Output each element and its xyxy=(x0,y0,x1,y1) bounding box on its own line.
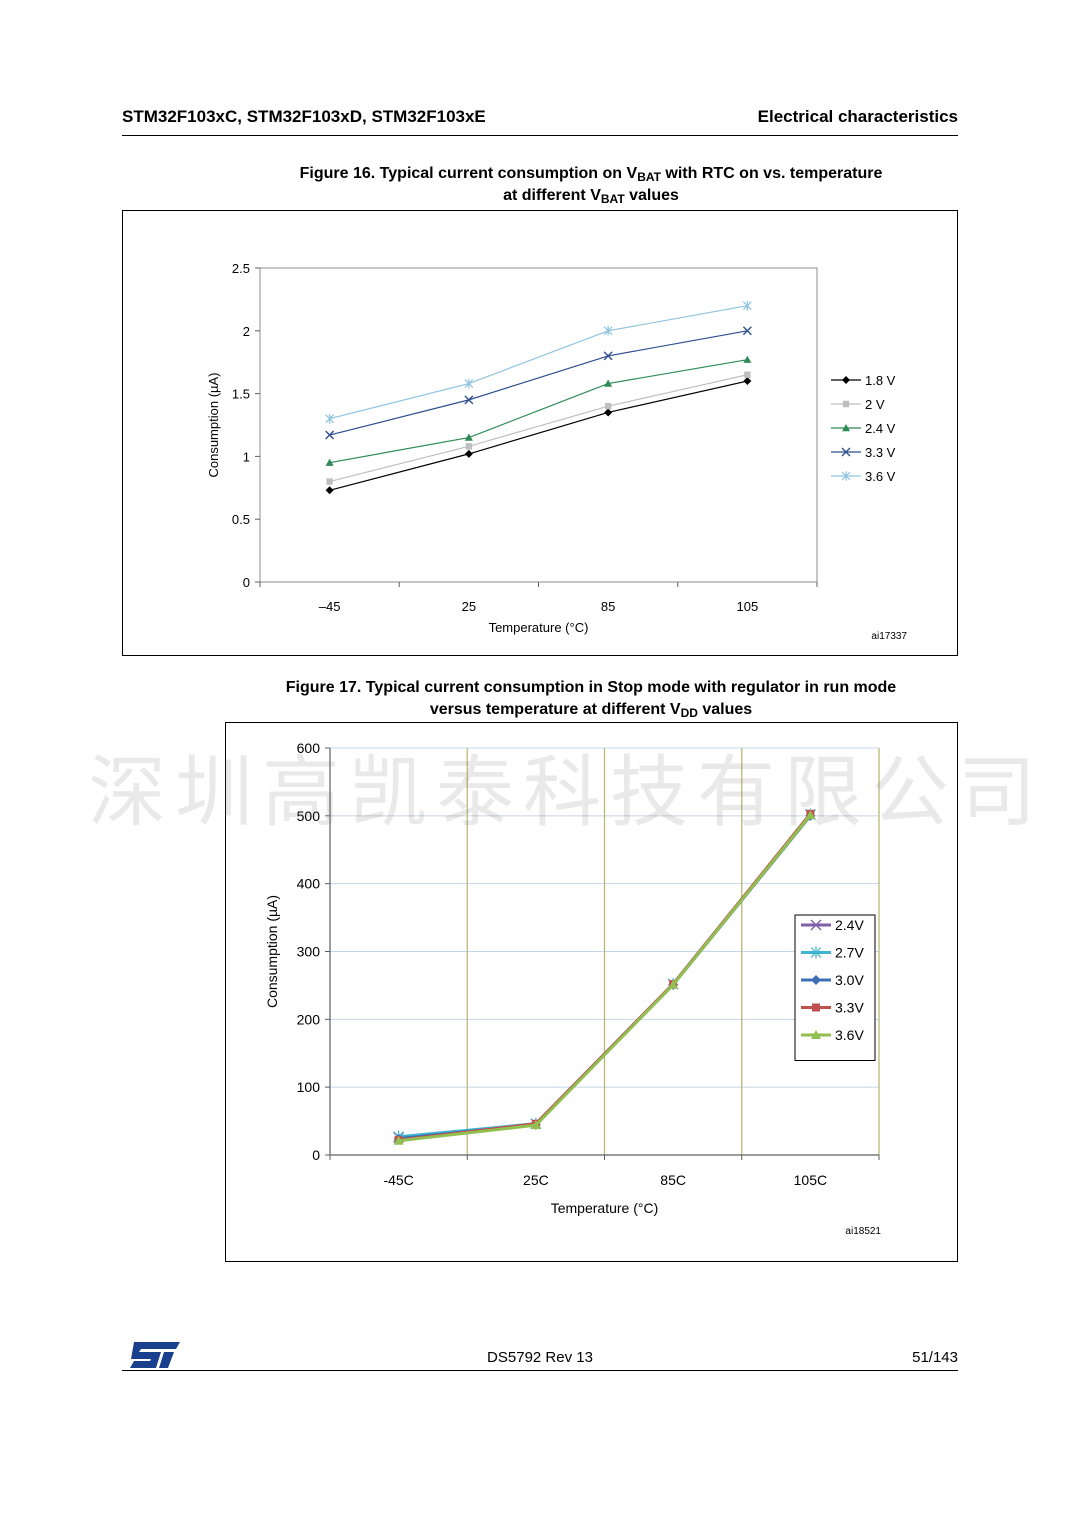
figure-17-title: Figure 17. Typical current consumption i… xyxy=(285,679,897,720)
legend-label: 3.3V xyxy=(835,1000,864,1016)
x-tick-label: 25C xyxy=(523,1172,549,1188)
legend-swatch-marker xyxy=(810,919,822,931)
figure-17-chart: 0 100 200 300 400 500 600 -45C 25C 85C 105C Tempera… xyxy=(264,740,881,1237)
legend-swatch-marker xyxy=(841,447,851,457)
data-point xyxy=(325,458,334,466)
y-axis-title: Consumption (µA) xyxy=(206,372,221,477)
legend-label: 3.0V xyxy=(835,972,864,988)
header-rule xyxy=(122,135,958,136)
legend-label: 1.8 V xyxy=(865,373,896,388)
data-point xyxy=(325,430,335,440)
data-point xyxy=(742,326,752,336)
legend-label: 3.3 V xyxy=(865,445,896,460)
data-point xyxy=(743,377,752,386)
y-tick-label: 500 xyxy=(297,808,321,824)
y-tick-label: 100 xyxy=(297,1079,321,1095)
data-point xyxy=(668,979,679,989)
legend-swatch-marker xyxy=(810,946,822,959)
x-tick-label: 85 xyxy=(601,599,615,614)
data-point xyxy=(325,486,334,495)
legend-swatch-marker xyxy=(811,975,821,985)
x-tick-label: 85C xyxy=(660,1172,686,1188)
series-2-4-V xyxy=(325,355,752,466)
figure-16-chart: 0 0.5 1 1.5 2 2.5 –45 25 85 105 Temperature (°C) Co… xyxy=(206,261,907,642)
legend-label: 2 V xyxy=(865,397,885,412)
footer-doc-id: DS5792 Rev 13 xyxy=(487,1349,593,1366)
y-tick-label: 0 xyxy=(312,1147,320,1163)
legend: 1.8 V 2 V 2.4 V 3.3 V 3.6 V xyxy=(831,373,896,484)
data-point xyxy=(603,351,613,361)
legend-swatch-marker xyxy=(811,1030,821,1039)
data-point xyxy=(744,371,751,378)
figure-17-frame: 0 100 200 300 400 500 600 -45C 25C 85C 105C Tempera… xyxy=(225,722,958,1262)
data-point xyxy=(742,300,752,311)
data-point xyxy=(743,355,752,363)
series-2-V xyxy=(326,371,751,485)
y-tick-label: 1 xyxy=(243,449,250,464)
legend: 2.4V 2.7V 3.0V 3.3V 3.6V xyxy=(794,914,876,1061)
data-point xyxy=(464,378,474,389)
series-line xyxy=(329,305,748,420)
x-tick-label: -45C xyxy=(383,1172,413,1188)
series-line xyxy=(329,359,748,464)
y-tick-label: 2.5 xyxy=(232,261,250,276)
legend-swatch-marker xyxy=(842,376,850,384)
legend-swatch-marker xyxy=(841,471,851,481)
x-tick-label: 25 xyxy=(462,599,476,614)
figure-16-frame: 0 0.5 1 1.5 2 2.5 –45 25 85 105 Temperature (°C) Co… xyxy=(122,210,958,656)
header-section-title: Electrical characteristics xyxy=(757,107,958,126)
y-tick-label: 200 xyxy=(297,1011,321,1027)
data-point xyxy=(604,408,613,417)
legend-label: 2.4 V xyxy=(865,421,896,436)
y-tick-label: 300 xyxy=(297,944,321,960)
x-axis-title: Temperature (°C) xyxy=(489,620,589,635)
figure-ref-id: ai18521 xyxy=(845,1226,881,1237)
footer-rule xyxy=(122,1370,958,1371)
legend-label: 2.7V xyxy=(835,945,864,961)
x-tick-label: –45 xyxy=(319,599,341,614)
x-tick-label: 105C xyxy=(794,1172,827,1188)
data-point xyxy=(464,395,474,405)
y-tick-label: 600 xyxy=(297,740,321,756)
data-point xyxy=(325,413,335,424)
figure-16-title: Figure 16. Typical current consumption o… xyxy=(299,165,883,206)
series-line xyxy=(329,374,748,483)
data-point xyxy=(603,326,613,336)
data-point xyxy=(604,379,613,387)
legend-label: 3.6V xyxy=(835,1027,864,1043)
footer-page-number: 51/143 xyxy=(912,1349,958,1366)
y-tick-label: 2 xyxy=(243,324,250,339)
data-point xyxy=(393,1135,404,1145)
legend-swatch-marker xyxy=(842,400,850,408)
data-point xyxy=(805,810,816,820)
plot-area xyxy=(259,267,818,583)
data-point xyxy=(326,478,333,485)
header-doc-title: STM32F103xC, STM32F103xD, STM32F103xE xyxy=(122,107,486,126)
y-tick-label: 0.5 xyxy=(232,512,250,527)
series-line xyxy=(398,814,812,1143)
legend-label: 3.6 V xyxy=(865,469,896,484)
data-point xyxy=(465,443,473,450)
series-line xyxy=(329,330,748,436)
series-3-6-V xyxy=(325,300,752,424)
series-line xyxy=(329,380,748,491)
y-tick-label: 1.5 xyxy=(232,387,250,402)
y-axis-title: Consumption (µA) xyxy=(264,895,280,1008)
y-tick-label: 0 xyxy=(243,575,250,590)
st-logo-icon xyxy=(130,1342,180,1368)
legend-swatch-marker xyxy=(812,1003,820,1012)
legend-label: 2.4V xyxy=(835,917,864,933)
x-axis-title: Temperature (°C) xyxy=(551,1200,659,1216)
legend-swatch-marker xyxy=(842,424,850,432)
figure-ref-id: ai17337 xyxy=(871,631,907,642)
series-1-8-V xyxy=(325,377,752,495)
data-point xyxy=(604,402,612,410)
data-point xyxy=(530,1120,541,1130)
series-3-3-V xyxy=(325,326,752,440)
data-point xyxy=(464,433,473,441)
series-3-6V xyxy=(393,810,816,1145)
data-point xyxy=(464,449,473,458)
x-tick-label: 105 xyxy=(737,599,759,614)
y-tick-label: 400 xyxy=(297,876,321,892)
